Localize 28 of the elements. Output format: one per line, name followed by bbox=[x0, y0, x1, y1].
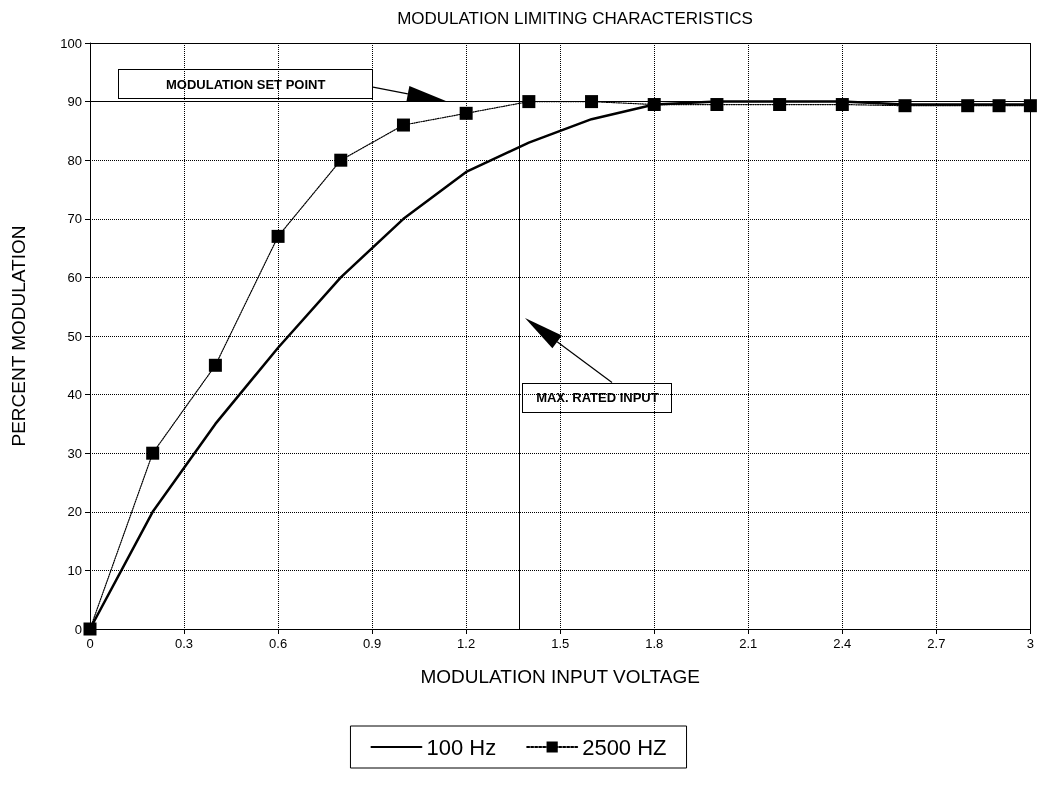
y-tick-label: 100 bbox=[60, 35, 82, 51]
x-tick-label: 1.2 bbox=[457, 636, 476, 651]
y-tick-label: 10 bbox=[67, 562, 82, 578]
y-tick-label: 90 bbox=[67, 94, 82, 110]
chart-title: MODULATION LIMITING CHARACTERISTICS bbox=[397, 9, 753, 28]
y-tick-label: 30 bbox=[67, 445, 82, 461]
x-tick-label: 0 bbox=[86, 636, 94, 651]
y-tick-label: 60 bbox=[67, 269, 82, 285]
x-tick-label: 1.8 bbox=[645, 636, 664, 651]
x-tick-label: 3 bbox=[1026, 636, 1034, 651]
x-tick-label: 2.7 bbox=[927, 636, 946, 651]
x-tick-label: 1.5 bbox=[551, 636, 570, 651]
x-tick-label: 0.9 bbox=[363, 636, 382, 651]
legend-label: 100 Hz bbox=[426, 734, 497, 760]
legend-label: 2500 HZ bbox=[582, 734, 667, 760]
x-tick-label: 2.4 bbox=[833, 636, 852, 651]
y-tick-label: 40 bbox=[67, 387, 82, 403]
y-tick-label: 70 bbox=[67, 211, 82, 227]
ref-line-label: MODULATION SET POINT bbox=[118, 69, 374, 100]
y-tick-label: 20 bbox=[67, 504, 82, 520]
y-tick-label: 80 bbox=[67, 152, 82, 168]
x-axis-title: MODULATION INPUT VOLTAGE bbox=[420, 666, 700, 687]
y-axis-title: PERCENT MODULATION bbox=[8, 225, 29, 447]
x-tick-label: 2.1 bbox=[739, 636, 758, 651]
x-tick-label: 0.6 bbox=[269, 636, 288, 651]
y-tick-label: 50 bbox=[67, 328, 82, 344]
y-tick-label: 0 bbox=[74, 621, 82, 637]
x-tick-label: 0.3 bbox=[175, 636, 194, 651]
